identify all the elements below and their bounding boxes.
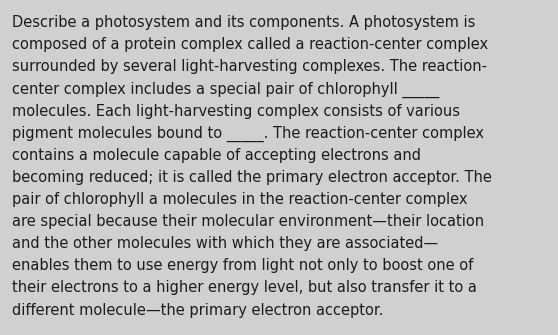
Text: Describe a photosystem and its components. A photosystem is: Describe a photosystem and its component… — [12, 15, 475, 30]
Text: and the other molecules with which they are associated—: and the other molecules with which they … — [12, 236, 439, 251]
Text: their electrons to a higher energy level, but also transfer it to a: their electrons to a higher energy level… — [12, 280, 477, 295]
Text: different molecule—the primary electron acceptor.: different molecule—the primary electron … — [12, 303, 384, 318]
Text: composed of a protein complex called a reaction-center complex: composed of a protein complex called a r… — [12, 37, 488, 52]
Text: center complex includes a special pair of chlorophyll _____: center complex includes a special pair o… — [12, 81, 440, 97]
Text: contains a molecule capable of accepting electrons and: contains a molecule capable of accepting… — [12, 148, 421, 163]
Text: molecules. Each light-harvesting complex consists of various: molecules. Each light-harvesting complex… — [12, 104, 460, 119]
Text: surrounded by several light-harvesting complexes. The reaction-: surrounded by several light-harvesting c… — [12, 59, 487, 74]
Text: becoming reduced; it is called the primary electron acceptor. The: becoming reduced; it is called the prima… — [12, 170, 492, 185]
Text: pair of chlorophyll a molecules in the reaction-center complex: pair of chlorophyll a molecules in the r… — [12, 192, 468, 207]
Text: enables them to use energy from light not only to boost one of: enables them to use energy from light no… — [12, 258, 474, 273]
Text: pigment molecules bound to _____. The reaction-center complex: pigment molecules bound to _____. The re… — [12, 126, 484, 142]
Text: are special because their molecular environment—their location: are special because their molecular envi… — [12, 214, 484, 229]
